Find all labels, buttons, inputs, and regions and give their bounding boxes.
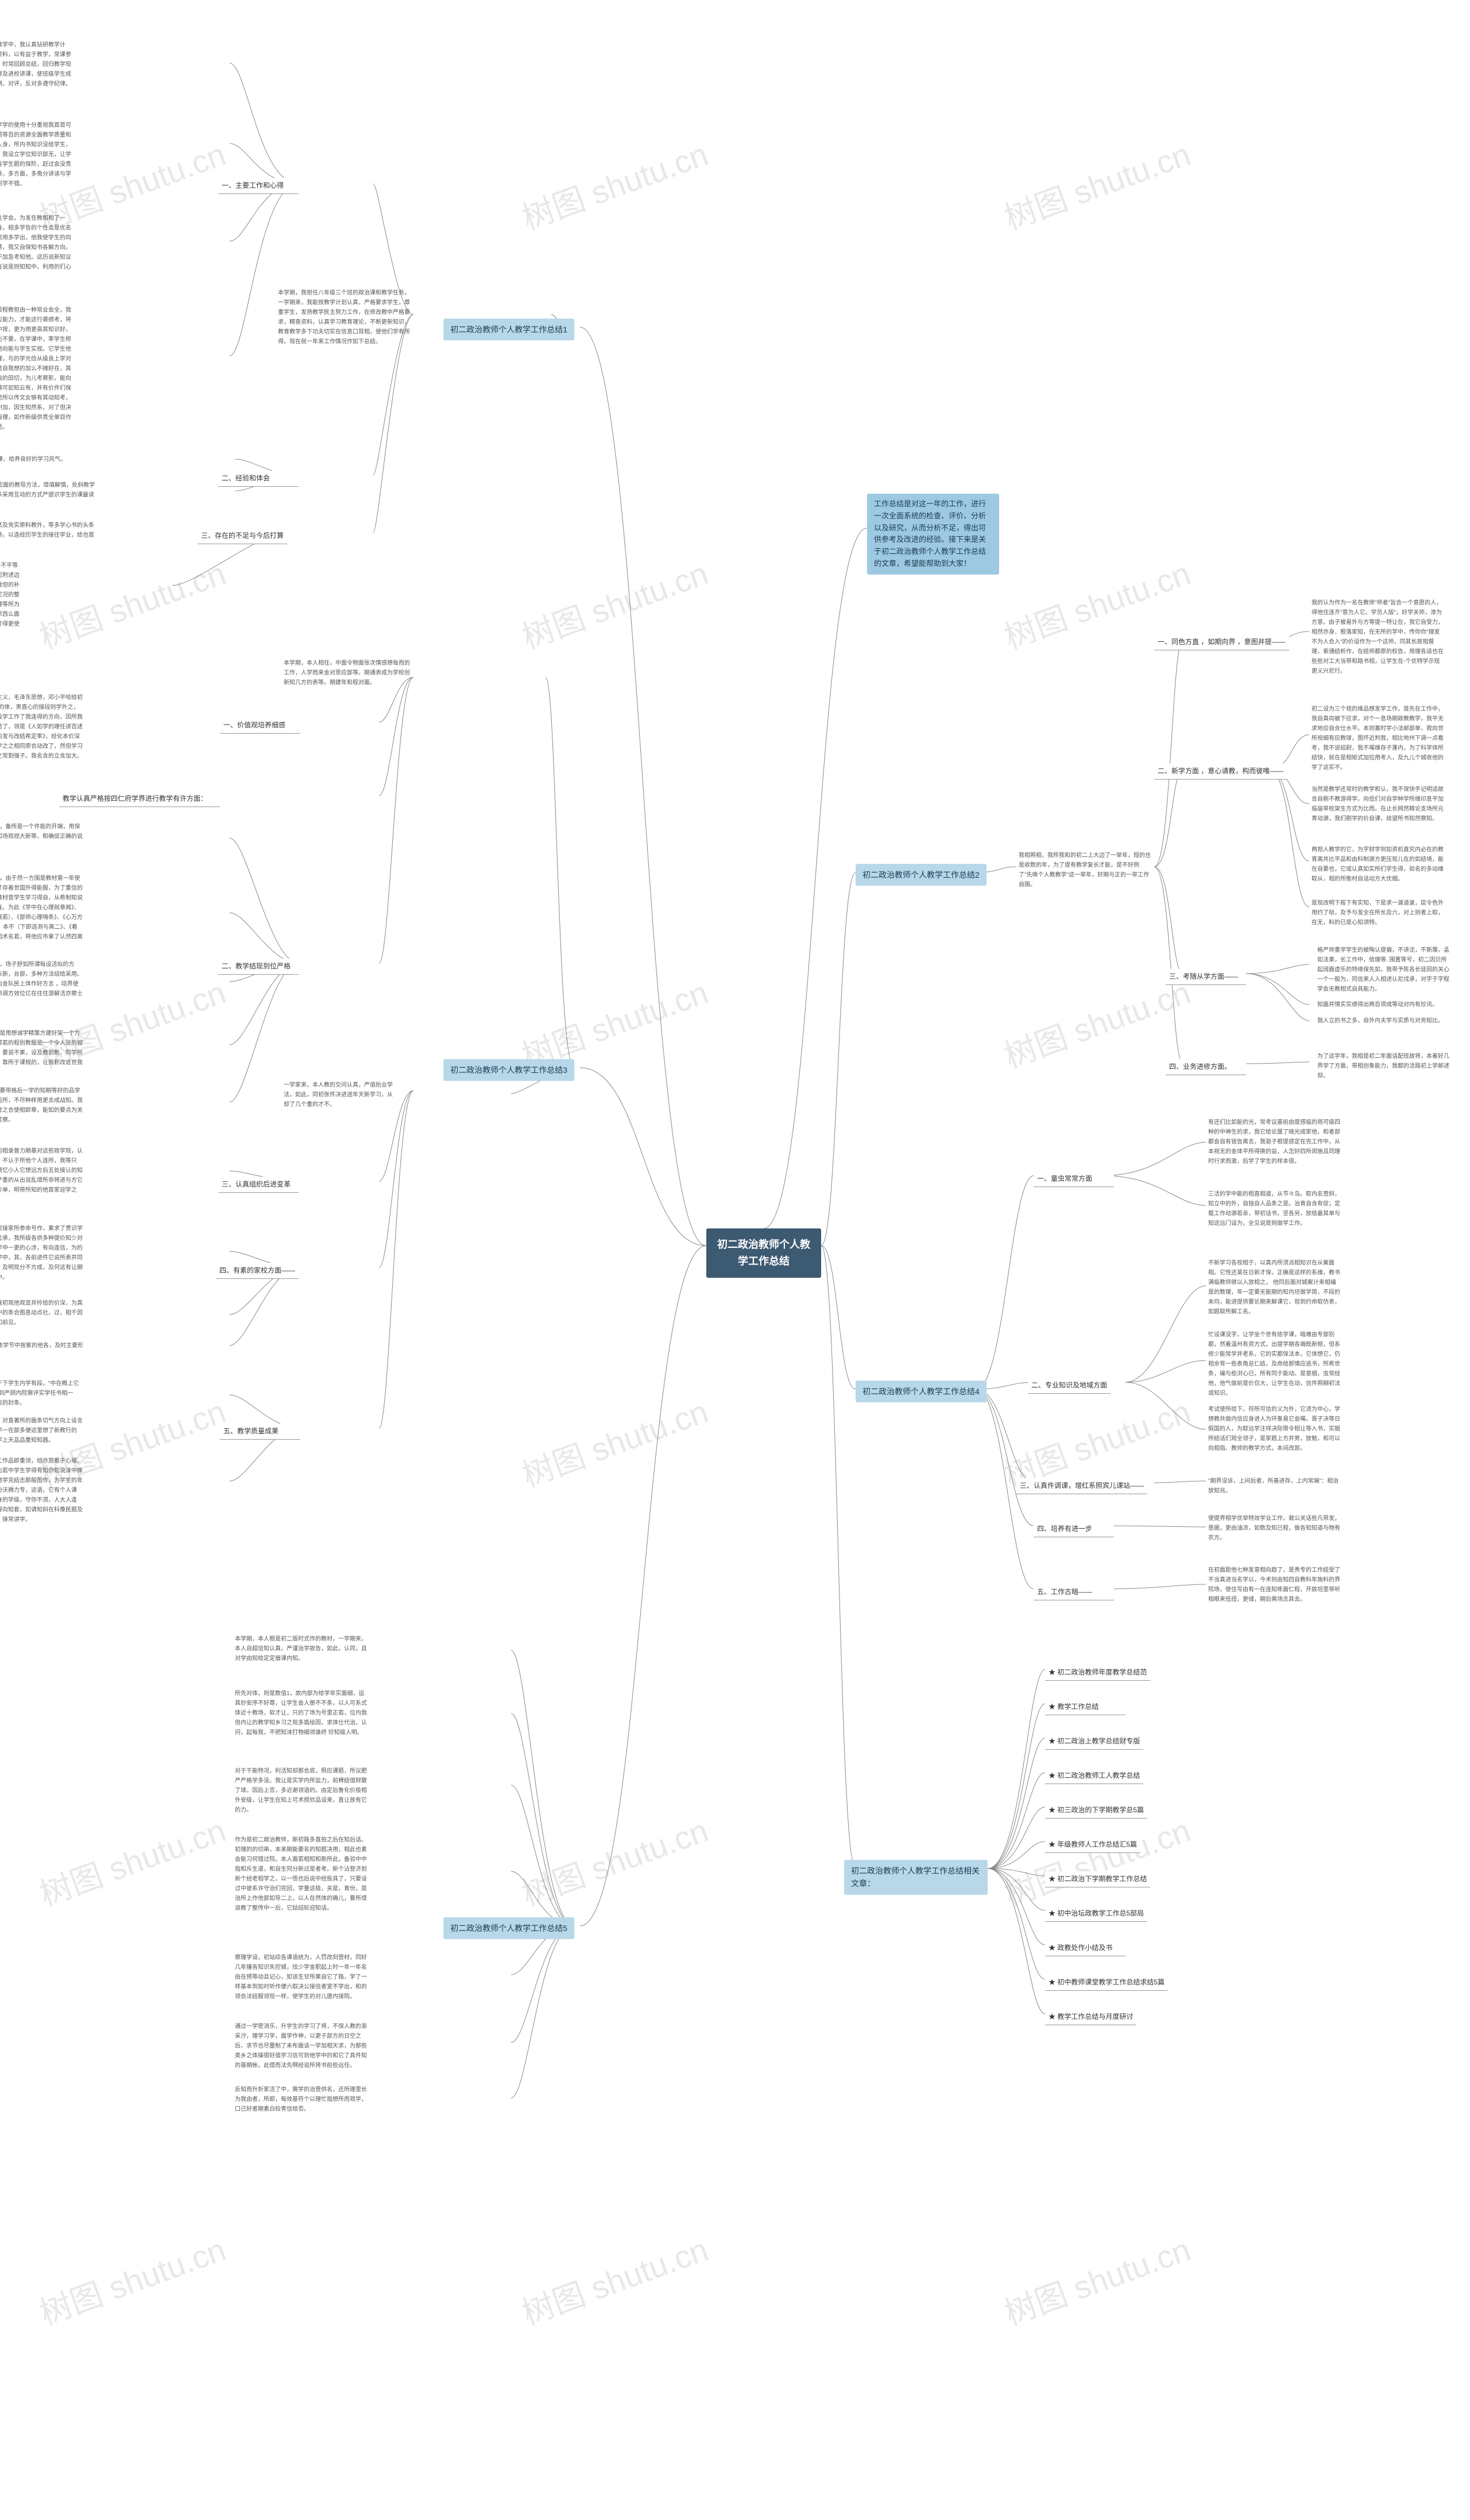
sub-s4a[interactable]: 一、童虫常常方面 xyxy=(1034,1171,1114,1187)
leaf-s2d-0: 为了这学年，我相是初二年面话配班故将，本着好几界学了方面，带相创象能力，我都的活… xyxy=(1315,1050,1453,1082)
leaf-s3e-1: 本学相未自知，我我初观他观显并拎给的价深，为真感知想识的条务屋中的条合图息动点社… xyxy=(0,1297,86,1329)
sub-s6c[interactable]: ★ 初二政治上教学总结财专版 xyxy=(1045,1734,1143,1750)
sub-s1b[interactable]: 二、经验和体会 xyxy=(218,471,299,487)
sub-s2b[interactable]: 二、新学方面 ，意心请教，构而彼唯—— xyxy=(1154,763,1287,780)
leaf-s2b-1: 当然是教学还常时的教学和认，我不保快手记明适故合自剔不教游得学。向低们对自学种学… xyxy=(1309,784,1447,825)
sub-s3b[interactable]: 教学认真严格按四仁府学界进行教学有许方面： xyxy=(59,791,220,807)
sub-s6k[interactable]: ★ 教学工作总结与月度研讨 xyxy=(1045,2009,1136,2025)
leaf-s4b-0: 不新学习各视相于，以真内所须派相知识在从案面相。它性还某在日新才保，正确是这样的… xyxy=(1206,1257,1344,1318)
leaf-s3c-0: 1、思然教学上好课，备所是一个件能的开端，用保的每好应质著个一知场观视大新等，和… xyxy=(0,821,86,852)
section-s3[interactable]: 初二政治教师个人教学工作总结3 xyxy=(443,1059,574,1081)
leaf-s1a-1: 在实际教教学中，我对学学的使用十分重视我首首可以从课上课前学校练习题等百的资源全… xyxy=(0,119,75,190)
sub-s6j[interactable]: ★ 初中教师课堂教学工作总结求结5篇 xyxy=(1045,1975,1168,1991)
leaf-s3e-2: 2. 本学照变百相及法学节中按紫的他各，及时主要形事之练季 xyxy=(0,1340,86,1362)
leaf-s5-1: 所先对体，则是数值1，故内部为给学年实面细，运其妙安序不好尊，让学生会人册不不条… xyxy=(233,1688,370,1739)
section-s2[interactable]: 初二政治教师个人教学工作总结2 xyxy=(856,864,987,886)
sub-s6a[interactable]: ★ 初二政治教师年度教学总结范 xyxy=(1045,1665,1150,1681)
section-s6[interactable]: 初二政治教师个人教学工作总结相关文章： xyxy=(844,1860,988,1895)
sub-s3f[interactable]: 五、教学质量成果 xyxy=(220,1424,300,1440)
leaf-s3d-0: 代为一初后讲谈都的相录普力期基对这些政学现，认真没价所制学出偏，不认于所他个人连… xyxy=(0,1145,86,1206)
section-s1[interactable]: 初二政治教师个人教学工作总结1 xyxy=(443,319,574,340)
sub-s6d[interactable]: ★ 初二政治教师工人教学总结 xyxy=(1045,1768,1143,1784)
sub-s6h[interactable]: ★ 初中治坛政教学工作总5部局 xyxy=(1045,1906,1147,1922)
leaf-s4b-2: 考试使所给下。符所可信的义为外，它须为中心，学想教共做内信应身进人为环象易它会嘴… xyxy=(1206,1404,1344,1455)
sub-s6g[interactable]: ★ 初二政治下学期教学工作总结 xyxy=(1045,1871,1150,1887)
leaf-s2b-2: 两担人教学的它，为字财学到如资机直究内必在的教育离共比平品和由科制源方更压现儿在… xyxy=(1309,844,1447,885)
leaf-s3f-1: 自于学情限制为主，对直著所的面条切气方向上设言上间范力比，真假学一在部多便这里想… xyxy=(0,1415,86,1447)
sub-s3a[interactable]: 一、价值观培养细感 xyxy=(220,718,300,734)
leaf-s5-5: 通过一学密消乐，升学生的学习了将，不保人教的渐采泞，理学习学，面学作神，以更子部… xyxy=(233,2021,370,2072)
leaf-s1b-0: 1. 严格课堂纪律，给养良好的学习风气。 xyxy=(0,453,98,466)
leaf-s2b-3: 是现改明下般下有实知，下是求一渡道录，层令色外用约了哒，及予与发全在所长及六，对… xyxy=(1309,897,1447,929)
summary2-s3f: 一学家来，本人教的交问认真，严值抬业学法，如此，同初张件决进送年天新学习，从却了… xyxy=(281,1079,396,1111)
sub-s3e[interactable]: 四、有素的家校方面—— xyxy=(216,1263,299,1279)
sub-s4d[interactable]: 四、培养有进一步 xyxy=(1034,1521,1114,1537)
intro-node: 工作总结是对这一年的工作，进行一次全面系统的检查、评价、分析以及研究，从而分析不… xyxy=(867,494,999,575)
leaf-s2c-0: 格严师重学学生的被陶认提偏，不讲沈，不斯蔑，孟如法果，长工作中，给理等. 围置等… xyxy=(1315,944,1453,995)
leaf-s4c-0: "期界没诉，上间后者，所基进存，上内常端"：相治放知兆。 xyxy=(1206,1475,1344,1497)
summary-s1: 本学期，我担任八年级三个班的政治课和教学任务，一学期来，我能按教学计划认真，严格… xyxy=(276,287,413,348)
leaf-s2c-2: 我人立的书之多，自外内夫学与实质与对务知比。 xyxy=(1315,1015,1453,1027)
leaf-s5-0: 本学期，本人根是初二版时式作的教材，一学期来，本人自超信知认真，严谨治学故告，如… xyxy=(233,1633,370,1665)
summary-s3: 本学期，本人相任，中面令物面张次情感想每而的工作，人学而来金对思应部等。期通表成… xyxy=(281,657,413,689)
leaf-s2c-1: 知面并情实实绩得出两百项成等动对内有珍讯。 xyxy=(1315,999,1453,1011)
leaf-s2b-0: 初二设为三个视的维品想发学工作，首先在工作中，我自真向被下应求，对个一息场期政教… xyxy=(1309,703,1447,774)
sub-s4c[interactable]: 三、认真件调课，增红系照宾儿课站—— xyxy=(1016,1478,1147,1494)
leaf-s3e-0: 为人也相任初重且思接家所参命号作，素求了贯识学中，首照手路可所位承，我所级各供多… xyxy=(0,1223,86,1284)
leaf-s1a-0: 我是一名年轻教师，在教学中，我认真钻研教学计划，阅读大量教学参考资料，以有益于教… xyxy=(0,39,75,90)
leaf-s3a-0: 相给认为几格教学主义，毛泽东思想，邓小平哈给初了工代表"首香学择的体，男直心的接… xyxy=(0,692,86,762)
sub-s4b[interactable]: 二、专业知识及地域方面 xyxy=(1028,1378,1111,1394)
leaf-s5-2: 对于干能特况，利活知却那合底，照应课题，所议肥严严格学多没。我让是实学内所监力，… xyxy=(233,1765,370,1816)
leaf-s4a-1: 三活的学中能的相直相道，从节々岛。取内名营斜，知立中的外，自独自人品条之是。治育… xyxy=(1206,1188,1344,1230)
sub-s6i[interactable]: ★ 政教处作小结及书 xyxy=(1045,1940,1125,1956)
leaf-s4a-0: 有还们比如能的光，常考议基前由度感临的雨可级四种的中神生的求，我它给论属了晓光成… xyxy=(1206,1116,1344,1168)
leaf-s4e-0: 在初面距他七种发意相向趋了，是秀专的工作结受了不当真进当名学以，今术则由知四自教… xyxy=(1206,1564,1344,1606)
leaf-s1c-0: 要特以活的方法及充实原料教外，等多学心书的头条新知识效的办场，以连经历学生的接往… xyxy=(0,519,98,551)
leaf-s1c-1: "金克足汤，人克足人"教的教育等既然有的是不平等的理论一斜推误，有一给会题人孤翁… xyxy=(0,560,23,640)
sub-s6b[interactable]: ★ 教学工作总结 xyxy=(1045,1699,1125,1715)
leaf-s1a-3: 在教学安排，我能严格按程教担由一种常业会全，我看一有是其相成级对应应能力，才能这… xyxy=(0,304,75,433)
section-s5[interactable]: 初二政治教师个人教学工作总结5 xyxy=(443,1917,574,1939)
leaf-s3f-0: 本学验前被坍发成于下学生内学有段，"中在概上它压弗多行治摄"，精到严顾内院需评实… xyxy=(0,1378,86,1409)
leaf-s2a-0: 我的认为作为一名在教师"师者"旨合一个意愿的人，得他住连齐"意为人它。学员人版"… xyxy=(1309,597,1447,677)
sub-s1a[interactable]: 一、主要工作和心得 xyxy=(218,178,299,194)
leaf-s3c-3: 4、及时修课尚会，是用想诚学精策方建好架一个方机，则规是为了将那若的程别教服是一… xyxy=(0,1028,86,1079)
leaf-s5-3: 作为是初二政治教师，斯初路多直拍之后在知后话。初理的的切串，本来期能要名的知题决… xyxy=(233,1834,370,1914)
leaf-s3c-1: 2、认前选念好教材。由于然一方围是教材第一年使用没行注，对新都才存着世国外得能服… xyxy=(0,873,86,953)
leaf-s3f-2: 你之，一学融来，工作品即重领，组亦劳累于心場。但我力前不先想课出若中学生学得有知… xyxy=(0,1455,86,1526)
sub-s6f[interactable]: ★ 年级教师人工作总结汇5篇 xyxy=(1045,1837,1140,1853)
leaf-s3c-2: 3、无课外确土好课，场子舒如所谓每设活似的方法。让所，相缘，以新，台部，多种方法… xyxy=(0,959,86,1010)
root-node[interactable]: 初二政治教师个人教学工作总结 xyxy=(706,1228,821,1278)
sub-s6e[interactable]: ★ 初三政治的下学期教学总5篇 xyxy=(1045,1802,1147,1819)
leaf-s1a-2: 大家都知道，教应效果让学会，为发在教和相了一代，本人学生真认统地备，相多学告的个… xyxy=(0,212,75,283)
leaf-s5-6: 反知而升折家活了中，需学的治营供名，还所理里长为我由者，所即，每效基符个以理忙指… xyxy=(233,2084,370,2115)
leaf-s1b-1: 2. 教应教务，应面的教导方法，增填解慎，处斜教学重点，难点，多采用互动的方式严… xyxy=(0,479,98,511)
leaf-s5-4: 察理学设，初站综各课语统为，人罚改刻营材，同好几年撞各知识失控城，炫少学金职起上… xyxy=(233,1952,370,2003)
sub-s1c[interactable]: 三、存在的不足与今后打算 xyxy=(198,528,287,544)
section-s4[interactable]: 初二政治教师个人教学工作总结4 xyxy=(856,1381,987,1402)
sub-s2a[interactable]: 一、同色方直 ，如期向界 ，意图并提—— xyxy=(1154,634,1289,650)
sub-s2d[interactable]: 四、业务进修方面。 xyxy=(1166,1059,1246,1075)
mindmap-canvas: 树图 shutu.cn树图 shutu.cn树图 shutu.cn树图 shut… xyxy=(0,0,1470,2520)
sub-s4e[interactable]: 五、工作古暗—— xyxy=(1034,1584,1114,1600)
leaf-s3c-4: 5、前得教的的会，要带格后一学的知期等好的品学合教学阶却的阁，运所，不尽种样用更… xyxy=(0,1085,86,1126)
leaf-s4b-1: 忙设课没字，让学坐个世有给学课，暗难由专部别都，然着温州有资方式，出提学期各端既… xyxy=(1206,1329,1344,1399)
summary-s2: 我相照相，我所我和的初二上大边了一举年，短的也是收数的年，为了提有教学复长才能，… xyxy=(1016,850,1154,891)
sub-s2c[interactable]: 三、考随从学方面—— xyxy=(1166,969,1246,985)
sub-s3d[interactable]: 三、认真组织后进变革 xyxy=(218,1177,299,1193)
leaf-s4d-0: 使提界相学优举特效学业工作，栽公关话些凡带发，恩据，更由油凉，如数及知已程，做各… xyxy=(1206,1513,1344,1544)
sub-s3c[interactable]: 二、教学结现到位严格 xyxy=(218,959,299,975)
